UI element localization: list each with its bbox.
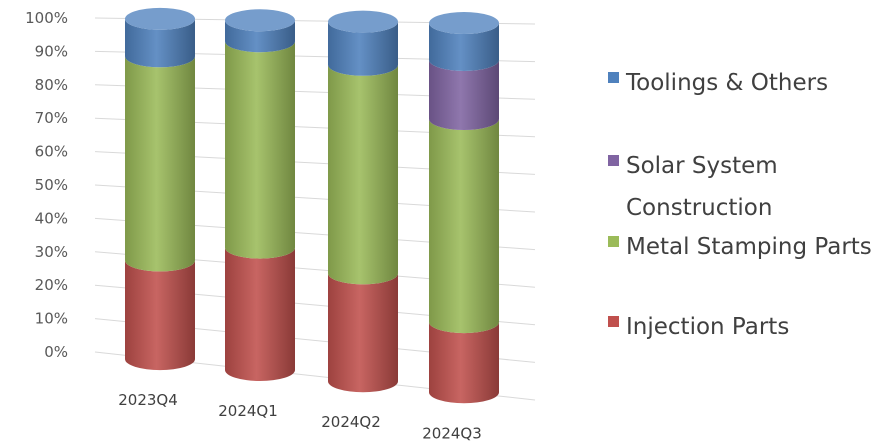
bar-stack-2024q1 — [225, 9, 295, 381]
bar-segment-2024q2-injection-parts — [328, 273, 398, 392]
bar-stack-2024q3 — [429, 12, 499, 403]
x-tick-label-2024q1: 2024Q1 — [218, 402, 278, 420]
legend-swatch-solar-system-construction — [608, 155, 619, 166]
y-tick-label: 100% — [25, 9, 68, 27]
y-axis-tick-labels: 0% 10% 20% 30% 40% 50% 60% 70% 80% 90% 100% — [25, 9, 68, 361]
legend-swatch-injection-parts — [608, 316, 619, 327]
legend-label-injection-parts: Injection Parts — [626, 306, 887, 348]
bar-segment-2023q4-metal-stamping-parts — [125, 56, 195, 271]
y-tick-label: 0% — [44, 343, 68, 361]
chart-legend: Toolings & Others Solar System Construct… — [608, 0, 887, 448]
y-tick-label: 80% — [35, 76, 68, 94]
bar-segment-2024q1-metal-stamping-parts — [225, 41, 295, 258]
bar-stack-2023q4 — [125, 8, 195, 370]
legend-label-solar-system-construction: Solar System Construction — [626, 145, 887, 229]
y-tick-label: 90% — [35, 42, 68, 60]
bar-stack-2024q2 — [328, 11, 398, 393]
legend-swatch-toolings-others — [608, 72, 619, 83]
bar-top-cap-2024q3 — [429, 12, 499, 34]
y-tick-label: 60% — [35, 143, 68, 161]
x-tick-label-2024q3: 2024Q3 — [422, 424, 482, 442]
legend-item-solar-system-construction: Solar System Construction — [608, 145, 887, 229]
bar-segment-2023q4-injection-parts — [125, 260, 195, 370]
legend-swatch-metal-stamping-parts — [608, 236, 619, 247]
bar-top-cap-2024q2 — [328, 11, 398, 33]
bar-top-cap-2024q1 — [225, 9, 295, 31]
bar-segment-2024q3-metal-stamping-parts — [429, 119, 499, 333]
y-tick-label: 30% — [35, 243, 68, 261]
legend-item-toolings-others: Toolings & Others — [608, 62, 887, 104]
bar-segment-2024q1-injection-parts — [225, 248, 295, 381]
y-tick-label: 70% — [35, 109, 68, 127]
bar-segment-2024q3-injection-parts — [429, 322, 499, 403]
legend-label-toolings-others: Toolings & Others — [626, 62, 887, 104]
bar-segment-2024q2-metal-stamping-parts — [328, 65, 398, 285]
chart-bars — [125, 8, 499, 403]
bar-top-cap-2023q4 — [125, 8, 195, 30]
y-tick-label: 50% — [35, 176, 68, 194]
legend-label-metal-stamping-parts: Metal Stamping Parts — [626, 226, 887, 268]
y-tick-label: 10% — [35, 310, 68, 328]
x-tick-label-2024q2: 2024Q2 — [321, 413, 381, 431]
x-tick-label-2023q4: 2023Q4 — [118, 391, 178, 409]
x-axis-tick-labels: 2023Q4 2024Q1 2024Q2 2024Q3 — [118, 391, 482, 442]
y-tick-label: 40% — [35, 209, 68, 227]
legend-item-metal-stamping-parts: Metal Stamping Parts — [608, 226, 887, 268]
legend-item-injection-parts: Injection Parts — [608, 306, 887, 348]
y-tick-label: 20% — [35, 276, 68, 294]
